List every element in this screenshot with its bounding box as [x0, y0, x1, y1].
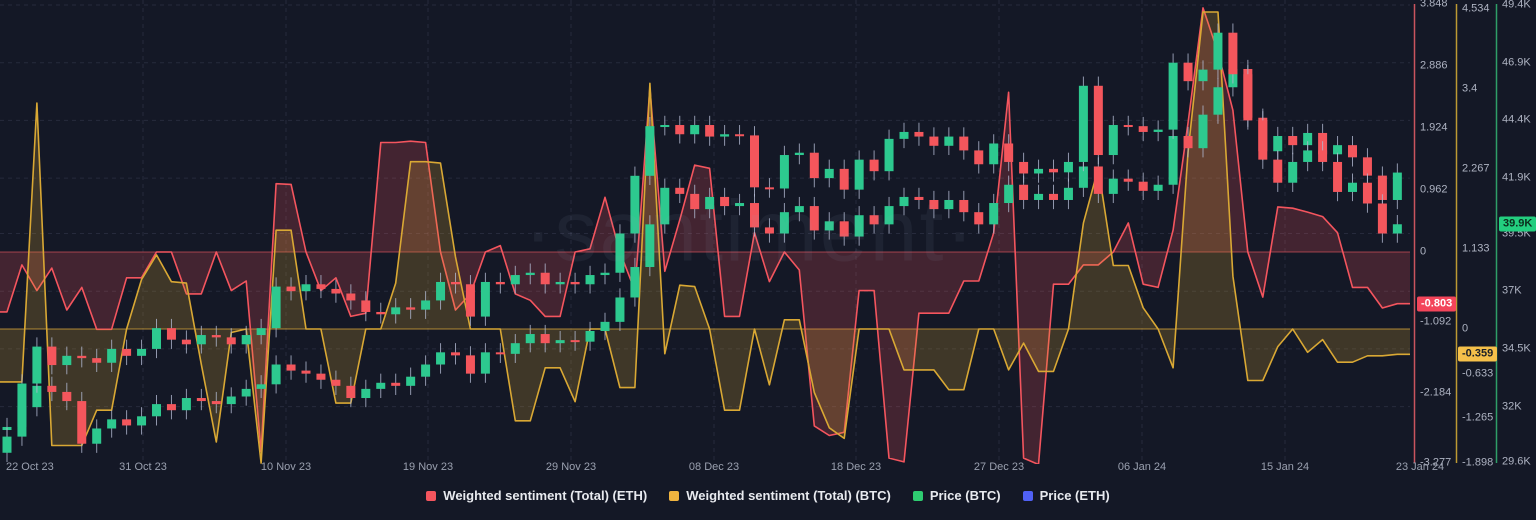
legend-label: Price (ETH): [1039, 488, 1110, 503]
legend-swatch-icon: [1022, 490, 1033, 501]
eth-sentiment-axis-tick: 0.962: [1420, 183, 1448, 196]
legend-swatch-icon: [669, 490, 680, 501]
btc-price-axis-tick: 44.4K: [1502, 113, 1531, 126]
x-axis-date: 22 Oct 23: [6, 461, 54, 473]
last-value-badge: -0.803: [1417, 296, 1457, 312]
btc-price-axis-tick: 37K: [1502, 284, 1522, 297]
legend-label: Weighted sentiment (Total) (ETH): [443, 488, 648, 503]
x-axis-date: 19 Nov 23: [402, 461, 454, 473]
legend-label: Price (BTC): [929, 488, 1001, 503]
legend-item-sentiment-eth[interactable]: Weighted sentiment (Total) (ETH): [426, 489, 647, 502]
x-axis-date: 06 Jan 24: [1117, 461, 1167, 473]
btc-price-axis-tick: 41.9K: [1502, 171, 1531, 184]
eth-sentiment-axis-tick: -3.277: [1420, 456, 1452, 469]
last-value-badge: -0.359: [1458, 346, 1498, 362]
x-axis-date: 18 Dec 23: [830, 461, 882, 473]
btc-sentiment-axis-tick: 1.133: [1462, 242, 1490, 255]
btc-sentiment-axis-tick: -0.633: [1462, 367, 1494, 380]
eth-sentiment-axis-tick: 3.848: [1420, 0, 1448, 10]
btc-price-axis-tick: 32K: [1502, 400, 1522, 413]
btc-sentiment-axis-tick: 2.267: [1462, 162, 1490, 175]
eth-sentiment-axis-tick: -1.092: [1420, 315, 1452, 328]
x-axis-date: 23 Jan 24: [1395, 461, 1445, 473]
last-value-badge: 39.9K: [1499, 216, 1536, 232]
eth-sentiment-axis-tick: 1.924: [1420, 121, 1448, 134]
btc-sentiment-axis-tick: -1.898: [1462, 456, 1494, 469]
btc-candles: [2, 23, 1402, 462]
eth-sentiment-axis-tick: 2.886: [1420, 59, 1448, 72]
eth-sentiment-axis-tick: 0: [1420, 245, 1427, 258]
x-axis-date: 15 Jan 24: [1260, 461, 1310, 473]
x-axis-date: 08 Dec 23: [688, 461, 740, 473]
btc-price-axis-tick: 34.5K: [1502, 342, 1531, 355]
btc-sentiment-axis-tick: 0: [1462, 322, 1469, 335]
eth-sentiment-axis-tick: -2.184: [1420, 386, 1452, 399]
btc-price-axis-tick: 39.5K: [1502, 227, 1531, 239]
legend-item-sentiment-btc[interactable]: Weighted sentiment (Total) (BTC): [669, 489, 891, 502]
x-axis-date: 27 Dec 23: [973, 461, 1025, 473]
btc-price-axis-tick: 49.4K: [1502, 0, 1531, 11]
legend: Weighted sentiment (Total) (ETH) Weighted…: [0, 489, 1536, 502]
legend-swatch-icon: [426, 490, 437, 501]
x-axis-date: 10 Nov 23: [260, 461, 312, 473]
btc-price-axis-tick: 29.6K: [1502, 455, 1531, 468]
x-axis-date: 29 Nov 23: [545, 461, 597, 473]
legend-label: Weighted sentiment (Total) (BTC): [686, 488, 891, 503]
x-axis-date: 31 Oct 23: [119, 461, 167, 473]
legend-item-price-btc[interactable]: Price (BTC): [912, 488, 1001, 503]
legend-item-price-eth[interactable]: Price (ETH): [1022, 488, 1110, 503]
btc-sentiment-axis-tick: 4.534: [1462, 2, 1490, 15]
btc-sentiment-axis-tick: -1.265: [1462, 411, 1494, 424]
legend-swatch-icon: [912, 490, 923, 501]
btc-price-axis-tick: 46.9K: [1502, 56, 1531, 69]
btc-sentiment-axis-tick: 3.4: [1462, 82, 1478, 95]
